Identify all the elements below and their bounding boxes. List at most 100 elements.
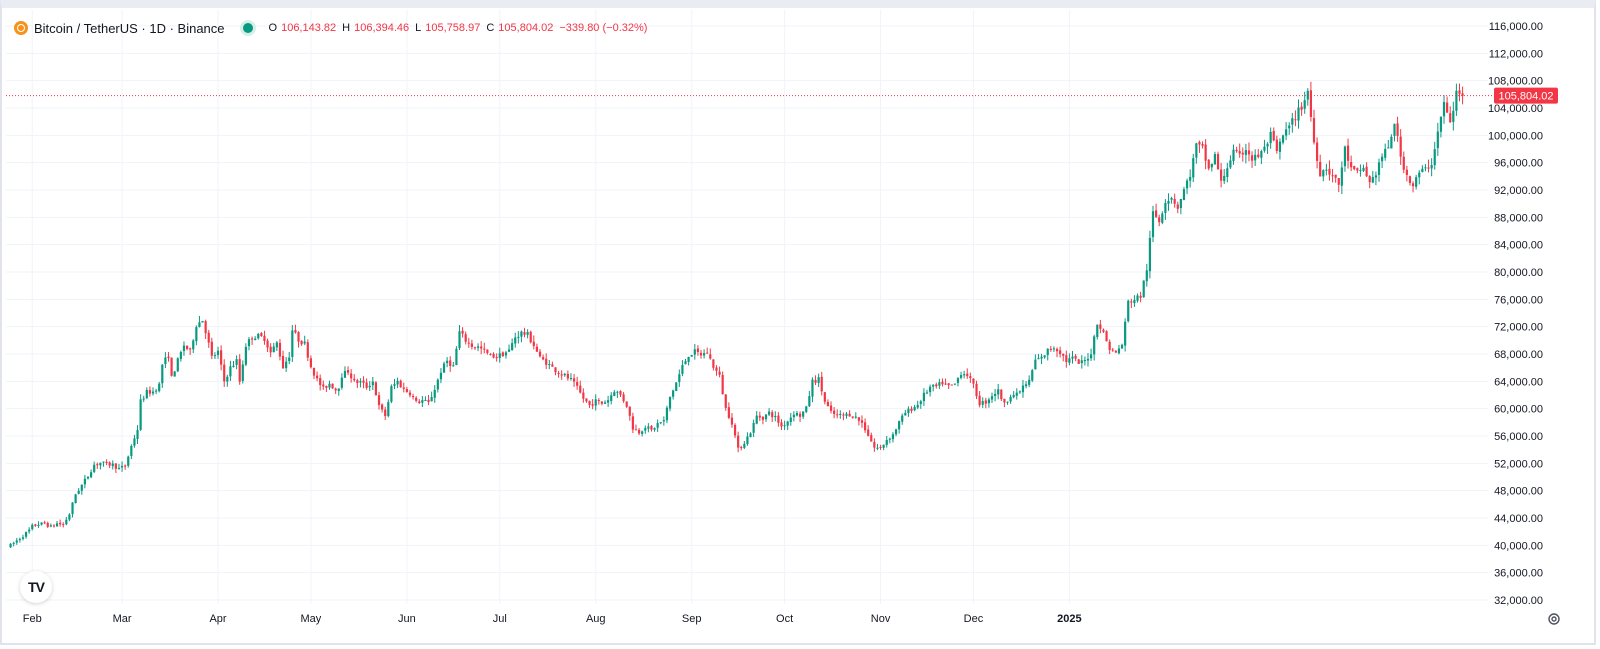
candle-body: [656, 423, 659, 428]
candle: [997, 383, 1000, 400]
candle: [498, 347, 501, 363]
candle: [591, 399, 594, 410]
candle: [1111, 347, 1114, 352]
candle-body: [86, 476, 90, 479]
candle: [1322, 169, 1325, 182]
candle-body: [285, 361, 288, 369]
candle-body: [393, 384, 396, 386]
candle-body: [1000, 389, 1003, 400]
candle-body: [1430, 165, 1433, 169]
candle-body: [795, 413, 799, 416]
candle: [350, 369, 353, 383]
candle: [1114, 350, 1117, 354]
candle: [529, 330, 532, 344]
gear-icon[interactable]: [1546, 611, 1562, 627]
candle-body: [538, 351, 542, 357]
candle-body: [1442, 102, 1446, 117]
candle: [1415, 174, 1418, 190]
candle-body: [1244, 150, 1247, 155]
candle: [111, 460, 114, 470]
y-tick-label: 64,000.00: [1494, 376, 1543, 388]
candle: [1421, 165, 1424, 173]
candle: [585, 398, 588, 403]
candle-body: [792, 414, 795, 418]
candle-body: [814, 379, 817, 383]
candle-body: [312, 368, 316, 376]
candle-body: [464, 334, 467, 342]
candle-body: [498, 353, 501, 359]
candle-body: [133, 438, 136, 446]
candle: [408, 389, 412, 398]
candle-body: [1006, 401, 1009, 403]
candle-body: [953, 383, 956, 385]
tradingview-logo-icon[interactable]: TV: [20, 571, 52, 603]
candle: [133, 434, 136, 448]
candle-body: [898, 421, 901, 430]
candle-body: [18, 539, 21, 541]
candle-body: [1303, 100, 1306, 109]
candle: [907, 406, 910, 417]
candle-body: [1065, 355, 1068, 363]
candle-body: [473, 347, 477, 349]
candle: [520, 330, 523, 343]
candle: [690, 354, 693, 357]
candle-body: [740, 447, 743, 449]
market-open-dot-icon[interactable]: [242, 23, 253, 33]
candle-body: [62, 524, 65, 526]
candle-body: [950, 384, 953, 386]
candle-body: [622, 394, 625, 402]
candle-body: [452, 365, 455, 367]
candle: [1402, 151, 1405, 174]
candle: [334, 387, 337, 394]
y-tick-label: 72,000.00: [1494, 322, 1543, 334]
candle-body: [771, 412, 774, 418]
candle-body: [390, 386, 393, 402]
candle: [805, 405, 808, 414]
candle: [1009, 394, 1012, 404]
candle-body: [928, 386, 932, 393]
candle: [699, 349, 703, 359]
candle: [179, 350, 182, 362]
candle: [1430, 158, 1433, 177]
candle: [888, 437, 891, 444]
candle-body: [1009, 396, 1012, 402]
candle: [1195, 142, 1198, 164]
candle-body: [1238, 151, 1241, 154]
candle: [1235, 146, 1238, 153]
candle: [687, 356, 690, 366]
change-value: −339.80 (−0.32%): [559, 22, 648, 34]
candle: [668, 396, 672, 412]
candle-body: [1068, 358, 1071, 363]
candle-body: [922, 392, 926, 402]
candle: [120, 461, 124, 472]
candle-body: [687, 356, 690, 362]
candle-body: [1362, 168, 1365, 171]
candle: [783, 420, 786, 430]
candle-body: [439, 372, 443, 380]
candle-body: [1154, 210, 1158, 217]
candle-body: [1173, 198, 1176, 204]
candle-body: [461, 330, 464, 334]
candle-body: [449, 360, 452, 367]
candle-body: [1306, 90, 1309, 100]
candle-body: [913, 406, 916, 411]
candle-body: [532, 341, 535, 347]
candle-body: [535, 346, 539, 352]
candle: [1031, 368, 1034, 383]
candle-body: [879, 447, 882, 449]
candle: [1319, 154, 1322, 177]
candle-body: [52, 525, 56, 527]
candle: [1452, 101, 1455, 131]
symbol-title[interactable]: Bitcoin / TetherUS · 1D · Binance: [34, 20, 225, 36]
candle: [1099, 319, 1102, 334]
candle-body: [269, 346, 272, 353]
candle-body: [489, 353, 492, 355]
candle-body: [1433, 149, 1436, 166]
candle-body: [851, 416, 854, 418]
candle: [1074, 353, 1077, 362]
candle-body: [764, 414, 768, 420]
candle: [1223, 169, 1226, 184]
candle-body: [842, 414, 845, 416]
candle: [136, 425, 139, 444]
